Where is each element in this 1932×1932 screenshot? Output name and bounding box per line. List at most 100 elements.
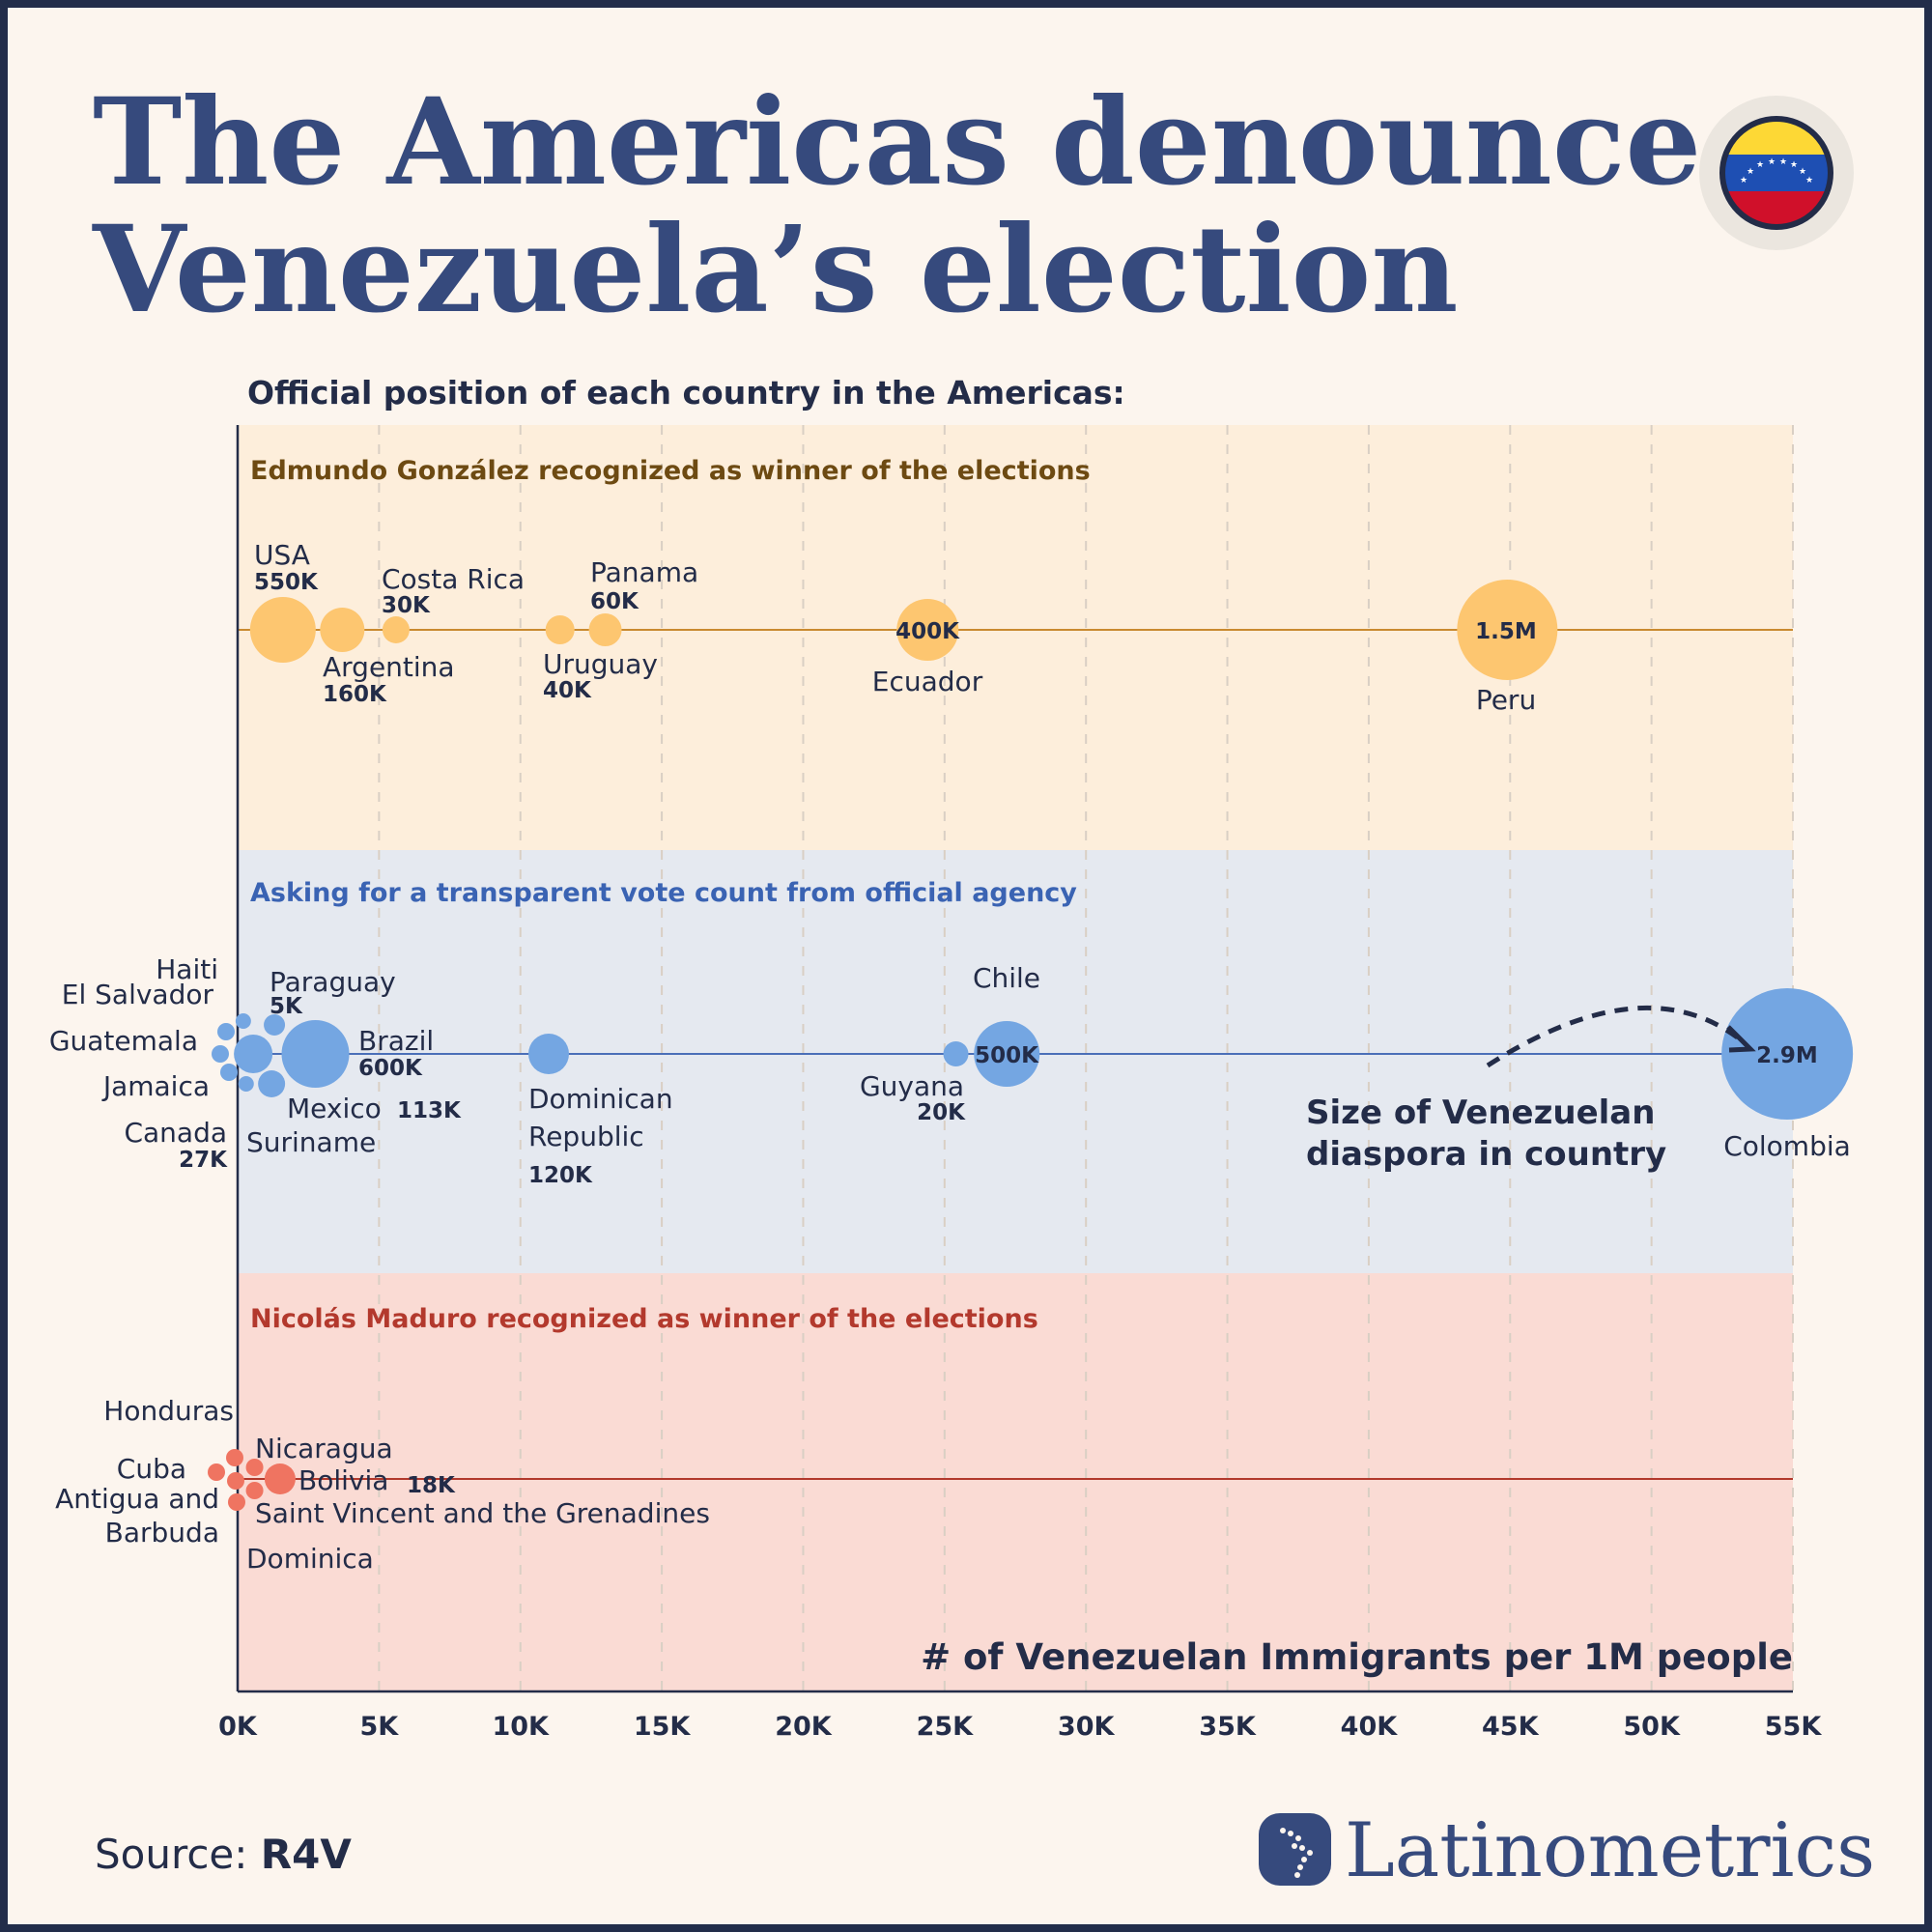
- value-ecuador: 400K: [895, 619, 960, 644]
- value-panama: 60K: [590, 589, 639, 614]
- bubble-panama: [588, 613, 622, 646]
- value-colombia: 2.9M: [1756, 1043, 1818, 1068]
- x-tick-label: 25K: [917, 1712, 975, 1742]
- label-panama: Panama: [590, 556, 698, 588]
- bubble-canada: [238, 1076, 254, 1092]
- value-guyana: 20K: [917, 1100, 966, 1125]
- label-colombia: Colombia: [1723, 1130, 1851, 1162]
- x-tick-label: 15K: [634, 1712, 692, 1742]
- svg-text:★: ★: [1779, 157, 1787, 167]
- label-bolivia: Bolivia: [298, 1464, 388, 1496]
- label-uruguay: Uruguay: [543, 648, 658, 680]
- label-jamaica: Jamaica: [101, 1070, 210, 1102]
- svg-text:★: ★: [1805, 176, 1813, 185]
- svg-text:★: ★: [1747, 167, 1754, 177]
- value-bolivia: 18K: [407, 1473, 456, 1498]
- band-maduro: [238, 1273, 1793, 1691]
- group-title-gonzalez: Edmundo González recognized as winner of…: [250, 456, 1091, 486]
- label-dominica: Dominica: [246, 1543, 374, 1575]
- label-ecuador: Ecuador: [872, 666, 983, 697]
- label-argentina: Argentina: [323, 651, 455, 683]
- bubble-honduras: [226, 1449, 243, 1466]
- label-cuba: Cuba: [117, 1453, 186, 1485]
- value-usa: 550K: [254, 570, 319, 595]
- bubble-antigua-and-barbuda: [227, 1472, 244, 1490]
- bubble-ecuador: [896, 599, 959, 661]
- x-axis-title: # of Venezuelan Immigrants per 1M people: [921, 1636, 1793, 1678]
- x-tick-label: 40K: [1341, 1712, 1399, 1742]
- value-canada: 27K: [179, 1148, 228, 1173]
- value-argentina: 160K: [323, 682, 387, 707]
- bubble-colombia: [1721, 988, 1854, 1120]
- bubble-haiti: [235, 1013, 251, 1029]
- svg-text:★: ★: [1740, 176, 1747, 185]
- label-antigua-1: Antigua and: [55, 1483, 219, 1515]
- band-gonzalez: [238, 425, 1793, 850]
- bubble-costa-rica: [382, 616, 410, 643]
- label-costa-rica: Costa Rica: [382, 563, 525, 595]
- label-dominican-republic-2: Republic: [528, 1121, 644, 1152]
- x-tick-label: 10K: [492, 1712, 550, 1742]
- bubble-mexico: [234, 1035, 273, 1073]
- value-dominican-republic: 120K: [528, 1163, 593, 1188]
- label-canada: Canada: [124, 1117, 227, 1149]
- value-peru: 1.5M: [1475, 619, 1537, 644]
- x-tick-label: 50K: [1623, 1712, 1681, 1742]
- label-el-salvador: El Salvador: [62, 979, 214, 1010]
- annotation-line-2: diaspora in country: [1306, 1135, 1666, 1174]
- brand-logo-text: Latinometrics: [1345, 1807, 1875, 1894]
- label-mexico: Mexico: [287, 1093, 382, 1124]
- title-line-2: Venezuela’s election: [92, 200, 1458, 340]
- title-line-1: The Americas denounce: [93, 72, 1701, 213]
- label-paraguay: Paraguay: [270, 966, 396, 998]
- labels-maduro: Honduras Cuba Nicaragua Antigua and Barb…: [55, 1395, 710, 1575]
- x-tick-label: 35K: [1199, 1712, 1257, 1742]
- value-mexico: 113K: [397, 1098, 462, 1123]
- value-brazil: 600K: [358, 1056, 423, 1081]
- labels-gonzalez: USA 550K Argentina 160K Costa Rica 30K U…: [254, 539, 1537, 716]
- bubble-uruguay: [545, 615, 575, 644]
- group-title-maduro: Nicolás Maduro recognized as winner of t…: [250, 1304, 1038, 1334]
- dashed-arrow: [1486, 1005, 1741, 1068]
- label-peru: Peru: [1476, 684, 1536, 716]
- bubble-el-salvador: [217, 1023, 235, 1040]
- bubble-saint-vincent-and-the-grenadines: [245, 1482, 264, 1499]
- label-saint-vincent: Saint Vincent and the Grenadines: [255, 1497, 710, 1529]
- label-dominican-republic-1: Dominican: [528, 1083, 673, 1115]
- label-antigua-2: Barbuda: [105, 1517, 219, 1548]
- x-tick-label: 0K: [218, 1712, 258, 1742]
- svg-text:★: ★: [1756, 160, 1764, 170]
- subtitle: Official position of each country in the…: [247, 374, 1125, 412]
- label-usa: USA: [254, 539, 310, 571]
- size-annotation: Size of Venezuelan diaspora in country: [1306, 1005, 1756, 1174]
- x-tick-label: 5K: [360, 1712, 400, 1742]
- bubble-dominica: [228, 1493, 245, 1511]
- bubble-paraguay: [264, 1014, 286, 1036]
- bubble-chile: [974, 1021, 1040, 1087]
- source-prefix: Source:: [95, 1831, 247, 1878]
- bubble-usa: [249, 597, 316, 663]
- x-tick-label: 45K: [1482, 1712, 1540, 1742]
- source-label: Source: R4V: [95, 1831, 352, 1878]
- x-tick-label: 30K: [1058, 1712, 1116, 1742]
- bubble-bolivia: [264, 1463, 296, 1494]
- label-brazil: Brazil: [358, 1025, 434, 1057]
- label-chile: Chile: [973, 962, 1040, 994]
- x-axis-ticks: 0K 5K 10K 15K 20K 25K 30K 35K 40K 45K 50K 55K: [218, 1712, 1822, 1742]
- label-guyana: Guyana: [860, 1070, 964, 1102]
- venezuela-flag-icon: ★★★ ★ ★ ★★★: [1699, 96, 1854, 250]
- bubble-cuba: [208, 1463, 225, 1481]
- latinometrics-map-icon: [1259, 1813, 1331, 1886]
- bubble-jamaica: [220, 1064, 238, 1081]
- bubble-dominican-republic: [528, 1034, 569, 1074]
- svg-text:★: ★: [1768, 157, 1776, 167]
- label-suriname: Suriname: [246, 1126, 376, 1158]
- arrow-head-icon: [1726, 1025, 1756, 1053]
- x-tick-label: 20K: [775, 1712, 833, 1742]
- label-nicaragua: Nicaragua: [255, 1433, 393, 1464]
- value-paraguay: 5K: [270, 994, 303, 1019]
- x-tick-label: 55K: [1765, 1712, 1823, 1742]
- bubble-guyana: [943, 1041, 969, 1066]
- value-chile: 500K: [975, 1043, 1039, 1068]
